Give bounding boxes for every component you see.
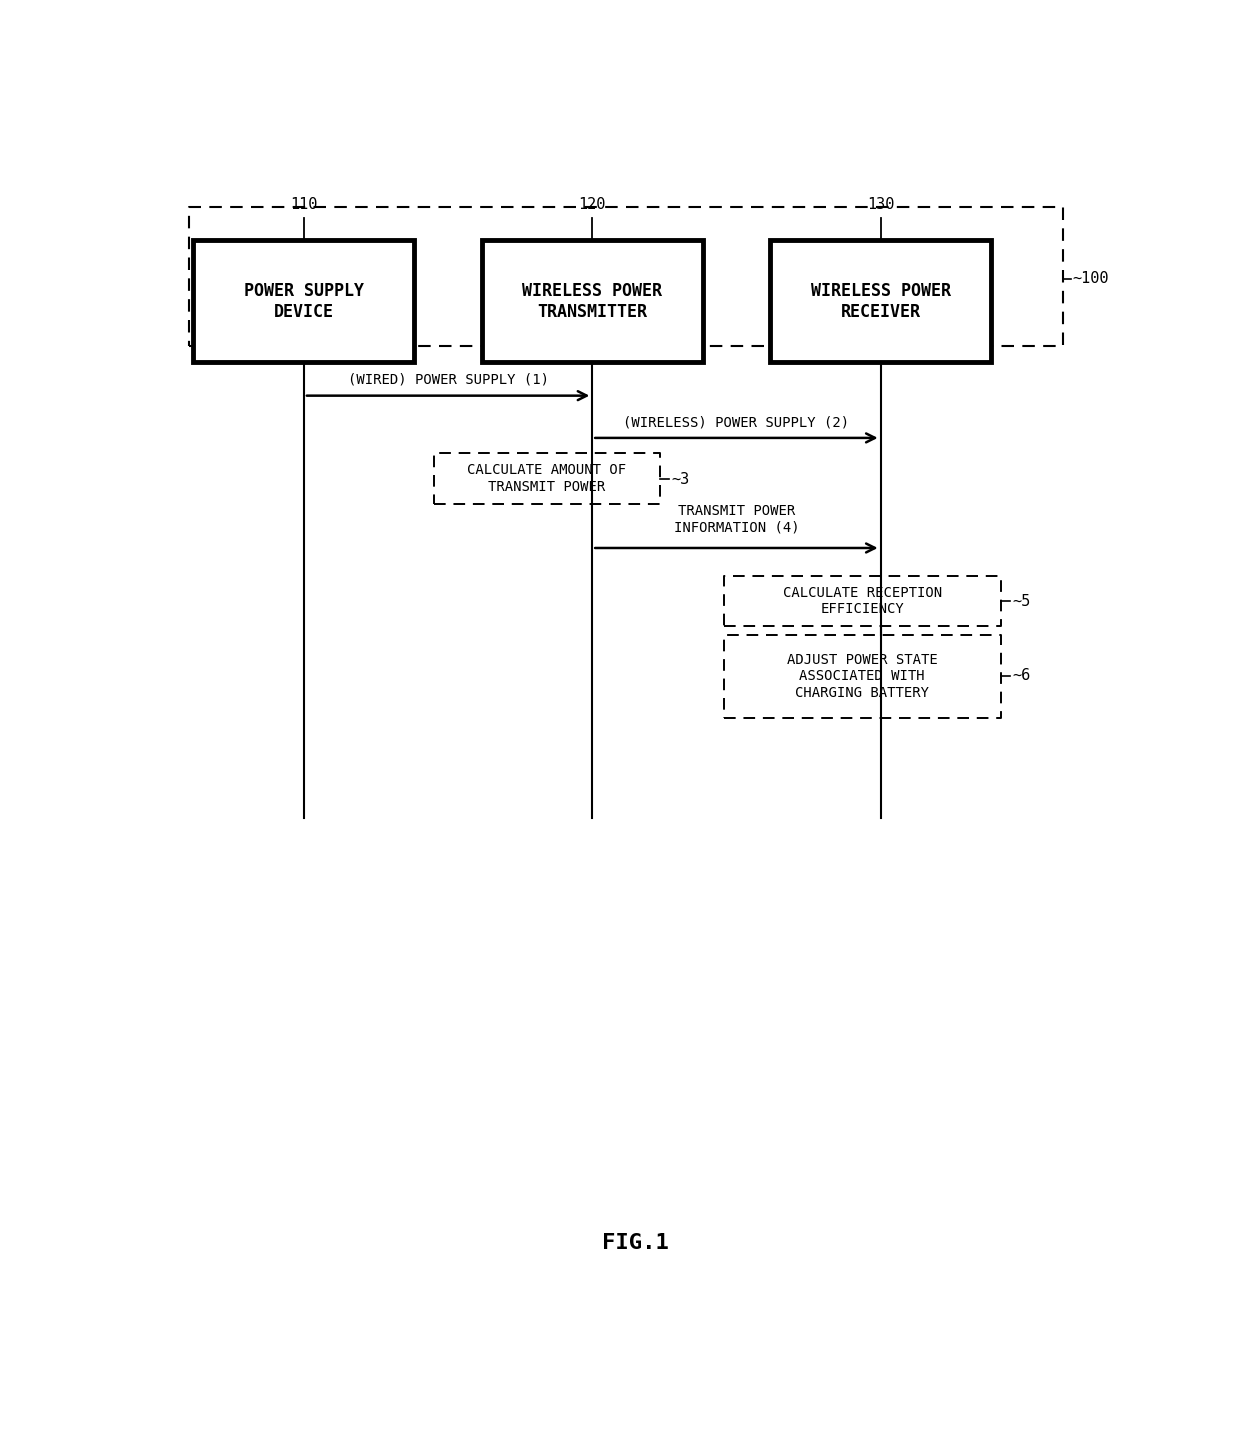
Text: WIRELESS POWER
RECEIVER: WIRELESS POWER RECEIVER — [811, 282, 951, 321]
Text: ~3: ~3 — [671, 472, 689, 487]
Text: ~6: ~6 — [1012, 669, 1030, 683]
Text: 120: 120 — [579, 198, 606, 212]
Text: ~5: ~5 — [1012, 593, 1030, 609]
Text: CALCULATE AMOUNT OF
TRANSMIT POWER: CALCULATE AMOUNT OF TRANSMIT POWER — [467, 464, 626, 494]
Text: 130: 130 — [867, 198, 894, 212]
Text: ADJUST POWER STATE
ASSOCIATED WITH
CHARGING BATTERY: ADJUST POWER STATE ASSOCIATED WITH CHARG… — [787, 653, 937, 699]
Text: ~100: ~100 — [1073, 271, 1110, 286]
Text: (WIRED) POWER SUPPLY (1): (WIRED) POWER SUPPLY (1) — [347, 373, 548, 387]
Bar — [770, 240, 991, 362]
Text: (WIRELESS) POWER SUPPLY (2): (WIRELESS) POWER SUPPLY (2) — [624, 414, 849, 429]
Text: 110: 110 — [290, 198, 317, 212]
Text: POWER SUPPLY
DEVICE: POWER SUPPLY DEVICE — [244, 282, 365, 321]
Bar — [193, 240, 414, 362]
Text: FIG.1: FIG.1 — [603, 1233, 668, 1253]
Text: CALCULATE RECEPTION
EFFICIENCY: CALCULATE RECEPTION EFFICIENCY — [782, 586, 942, 617]
Bar — [481, 240, 703, 362]
Text: TRANSMIT POWER
INFORMATION (4): TRANSMIT POWER INFORMATION (4) — [673, 504, 800, 534]
Text: WIRELESS POWER
TRANSMITTER: WIRELESS POWER TRANSMITTER — [522, 282, 662, 321]
